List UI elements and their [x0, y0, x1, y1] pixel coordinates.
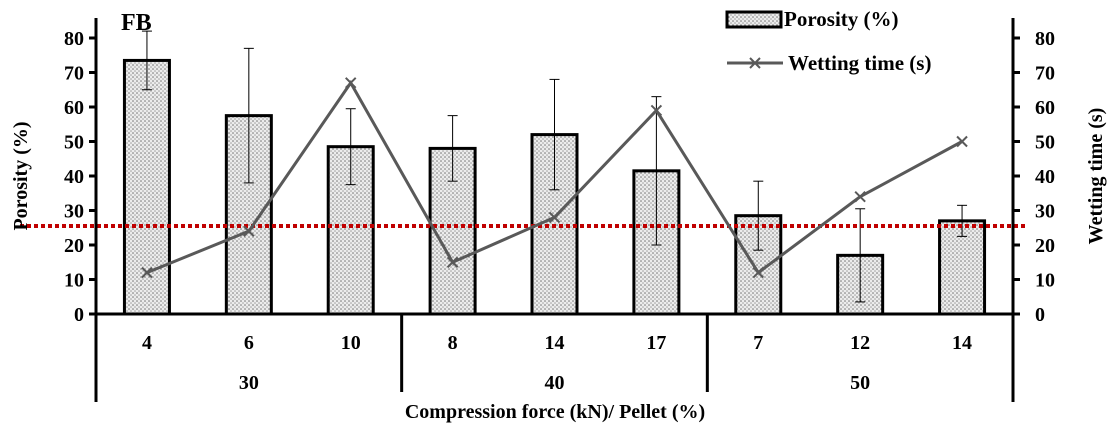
- left-tick-label: 0: [74, 304, 84, 326]
- wetting-time-marker: [243, 225, 255, 237]
- right-tick-label: 50: [1035, 132, 1055, 154]
- left-tick-label: 40: [64, 166, 84, 188]
- left-tick-label: 70: [64, 63, 84, 85]
- x-tick-label: 10: [341, 332, 361, 354]
- right-tick-label: 60: [1035, 97, 1055, 119]
- x-tick-label: 12: [850, 332, 870, 354]
- left-tick-label: 50: [64, 132, 84, 154]
- left-tick-label: 20: [64, 235, 84, 257]
- x-axis-title: Compression force (kN)/ Pellet (%): [405, 401, 705, 423]
- left-axis-title: Porosity (%): [10, 121, 32, 230]
- right-tick-label: 10: [1035, 270, 1055, 292]
- wetting-time-marker: [854, 190, 866, 203]
- group-label: 30: [239, 372, 259, 394]
- right-tick-label: 30: [1035, 201, 1055, 223]
- group-label: 50: [850, 372, 870, 394]
- legend-swatch-porosity: [725, 10, 783, 29]
- wetting-time-marker: [956, 135, 968, 148]
- legend-label-wetting: Wetting time (s): [788, 51, 931, 75]
- porosity-bar: [122, 58, 171, 316]
- x-tick-label: 14: [545, 332, 565, 354]
- left-tick-label: 80: [64, 28, 84, 50]
- right-axis-title: Wetting time (s): [1085, 108, 1107, 245]
- wetting-time-marker: [650, 104, 663, 117]
- legend-swatch-wetting-marker: [749, 57, 761, 69]
- x-tick-label: 8: [448, 332, 458, 354]
- panel-label: FB: [121, 10, 152, 36]
- x-tick-label: 6: [244, 332, 254, 354]
- right-tick-label: 40: [1035, 166, 1055, 188]
- x-tick-label: 17: [646, 332, 666, 354]
- right-tick-label: 0: [1035, 304, 1045, 326]
- wetting-time-marker: [446, 256, 459, 268]
- left-tick-label: 60: [64, 97, 84, 119]
- x-tick-label: 7: [753, 332, 763, 354]
- wetting-time-marker: [752, 266, 764, 279]
- wetting-time-marker: [548, 211, 561, 224]
- left-tick-label: 30: [64, 201, 84, 223]
- x-tick-label: 4: [142, 332, 152, 354]
- right-tick-label: 20: [1035, 235, 1055, 257]
- right-tick-label: 70: [1035, 63, 1055, 85]
- group-label: 40: [545, 372, 565, 394]
- right-tick-label: 80: [1035, 28, 1055, 50]
- wetting-time-marker: [141, 266, 153, 279]
- left-tick-label: 10: [64, 270, 84, 292]
- x-tick-label: 14: [952, 332, 972, 354]
- wetting-time-marker: [345, 77, 357, 89]
- legend-label-porosity: Porosity (%): [784, 7, 899, 31]
